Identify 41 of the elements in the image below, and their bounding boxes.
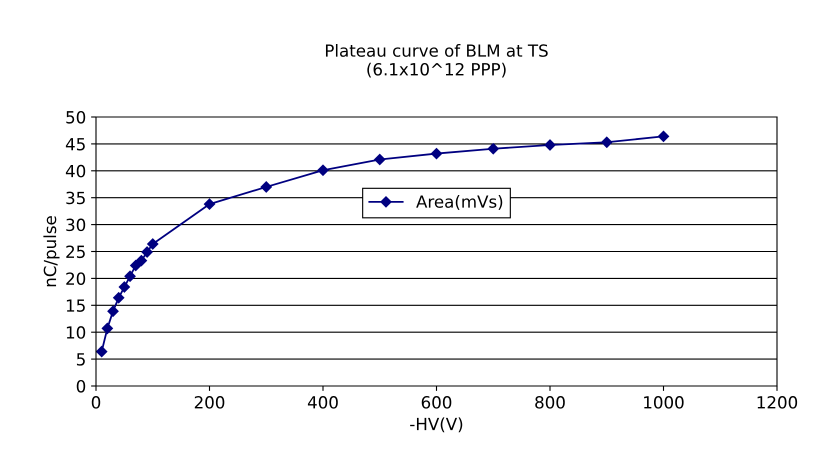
y-tick-label: 30 bbox=[66, 218, 86, 232]
point bbox=[141, 246, 153, 258]
point bbox=[430, 148, 442, 160]
y-tick-label: 35 bbox=[66, 192, 85, 204]
point bbox=[124, 270, 136, 282]
point bbox=[488, 143, 499, 154]
legend-label: Area(mVs) bbox=[416, 195, 502, 210]
x-tick-label: 200 bbox=[194, 396, 224, 409]
point bbox=[658, 130, 670, 142]
point bbox=[374, 154, 386, 166]
point bbox=[147, 238, 158, 250]
y-tick-label: 0 bbox=[76, 380, 86, 393]
point bbox=[601, 136, 612, 148]
y-tick-label: 15 bbox=[66, 299, 85, 312]
x-tick-label: 0 bbox=[92, 396, 100, 409]
point bbox=[130, 260, 142, 272]
x-tick-label: 1200 bbox=[758, 396, 798, 409]
point bbox=[260, 181, 272, 193]
y-tick-label: 20 bbox=[66, 272, 86, 285]
point bbox=[113, 292, 124, 304]
chart-title: Plateau curve of BLM at TS (6.1x10^12 PPP) bbox=[326, 44, 548, 78]
point bbox=[544, 139, 556, 151]
y-axis-title: nC/pulse bbox=[43, 216, 60, 286]
y-tick-label: 5 bbox=[76, 353, 85, 366]
y-tick-label: 50 bbox=[66, 110, 86, 124]
y-tick-label: 25 bbox=[66, 245, 85, 258]
point bbox=[102, 322, 113, 334]
point bbox=[96, 346, 108, 358]
x-axis-title: -HV(V) bbox=[410, 417, 462, 432]
x-tick-label: 1000 bbox=[644, 396, 684, 409]
point bbox=[204, 198, 216, 210]
point bbox=[118, 281, 130, 293]
y-tick-label: 45 bbox=[66, 138, 85, 150]
x-tick-label: 400 bbox=[308, 396, 338, 409]
x-tick-label: 800 bbox=[535, 396, 565, 409]
y-tick-label: 40 bbox=[66, 164, 86, 178]
point bbox=[107, 306, 119, 317]
point bbox=[317, 164, 329, 176]
point bbox=[136, 255, 148, 266]
x-tick-label: 600 bbox=[422, 396, 452, 409]
y-tick-label: 10 bbox=[66, 326, 86, 339]
